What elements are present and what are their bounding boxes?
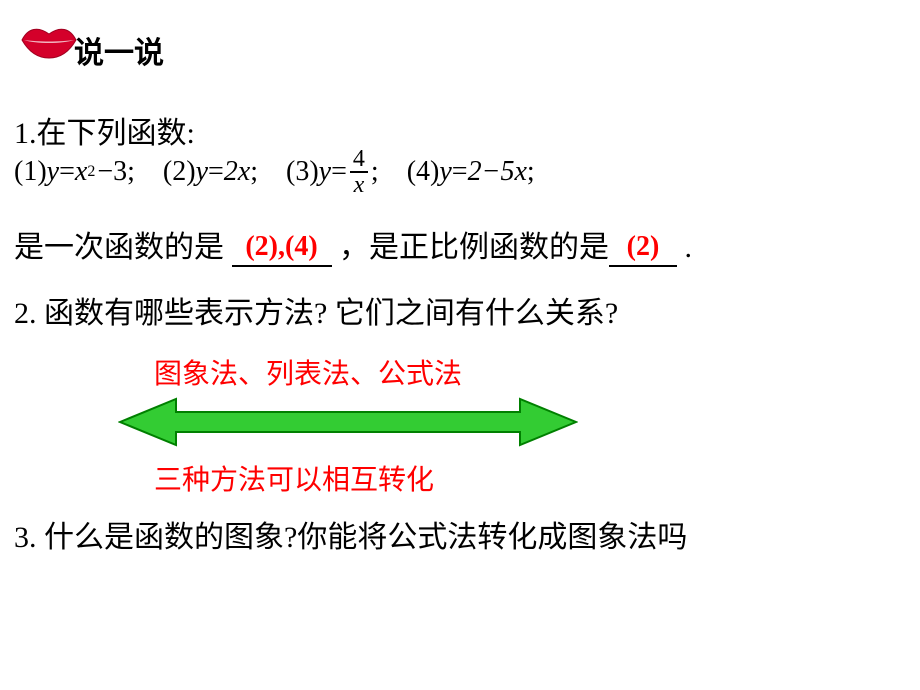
q1-text-a: 是一次函数的是 (14, 231, 232, 264)
section-title: 说一说 (74, 28, 164, 72)
blank-2: (2) (609, 231, 677, 267)
eq2: (2) y = 2x ; (163, 156, 258, 188)
answer-1: (2),(4) (245, 231, 317, 262)
lips-icon (18, 24, 80, 65)
q1-text-c: . (677, 231, 692, 264)
eq3: (3) y = 4 x ; (286, 147, 379, 197)
equation-list: (1) y = x 2 −3; (2) y = 2x ; (3) y = 4 x… (14, 142, 535, 202)
q3-text: 3. 什么是函数的图象?你能将公式法转化成图象法吗 (14, 512, 687, 556)
q1-text-b: ，是正比例函数的是 (332, 231, 610, 264)
eq1: (1) y = x 2 −3; (14, 156, 135, 188)
q1-fill-line: 是一次函数的是 (2),(4) ，是正比例函数的是 (2) . (14, 222, 692, 267)
double-arrow (118, 395, 578, 454)
convert-text: 三种方法可以相互转化 (154, 458, 434, 498)
answer-2: (2) (627, 231, 660, 262)
blank-1: (2),(4) (232, 231, 332, 267)
q2-text: 2. 函数有哪些表示方法? 它们之间有什么关系? (14, 288, 618, 332)
methods-text: 图象法、列表法、公式法 (154, 352, 462, 392)
eq4: (4) y = 2−5x ; (407, 156, 535, 188)
